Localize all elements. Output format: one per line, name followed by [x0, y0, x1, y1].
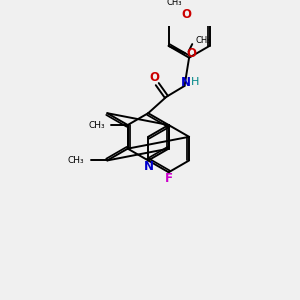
Text: CH₃: CH₃ [196, 36, 212, 45]
Text: N: N [182, 76, 191, 89]
Text: CH₃: CH₃ [88, 121, 105, 130]
Text: CH₃: CH₃ [68, 156, 85, 165]
Text: CH₃: CH₃ [167, 0, 182, 7]
Text: O: O [182, 8, 192, 22]
Text: N: N [144, 160, 154, 173]
Text: H: H [191, 77, 200, 87]
Text: O: O [149, 71, 160, 84]
Text: O: O [186, 47, 196, 60]
Text: F: F [165, 172, 172, 185]
